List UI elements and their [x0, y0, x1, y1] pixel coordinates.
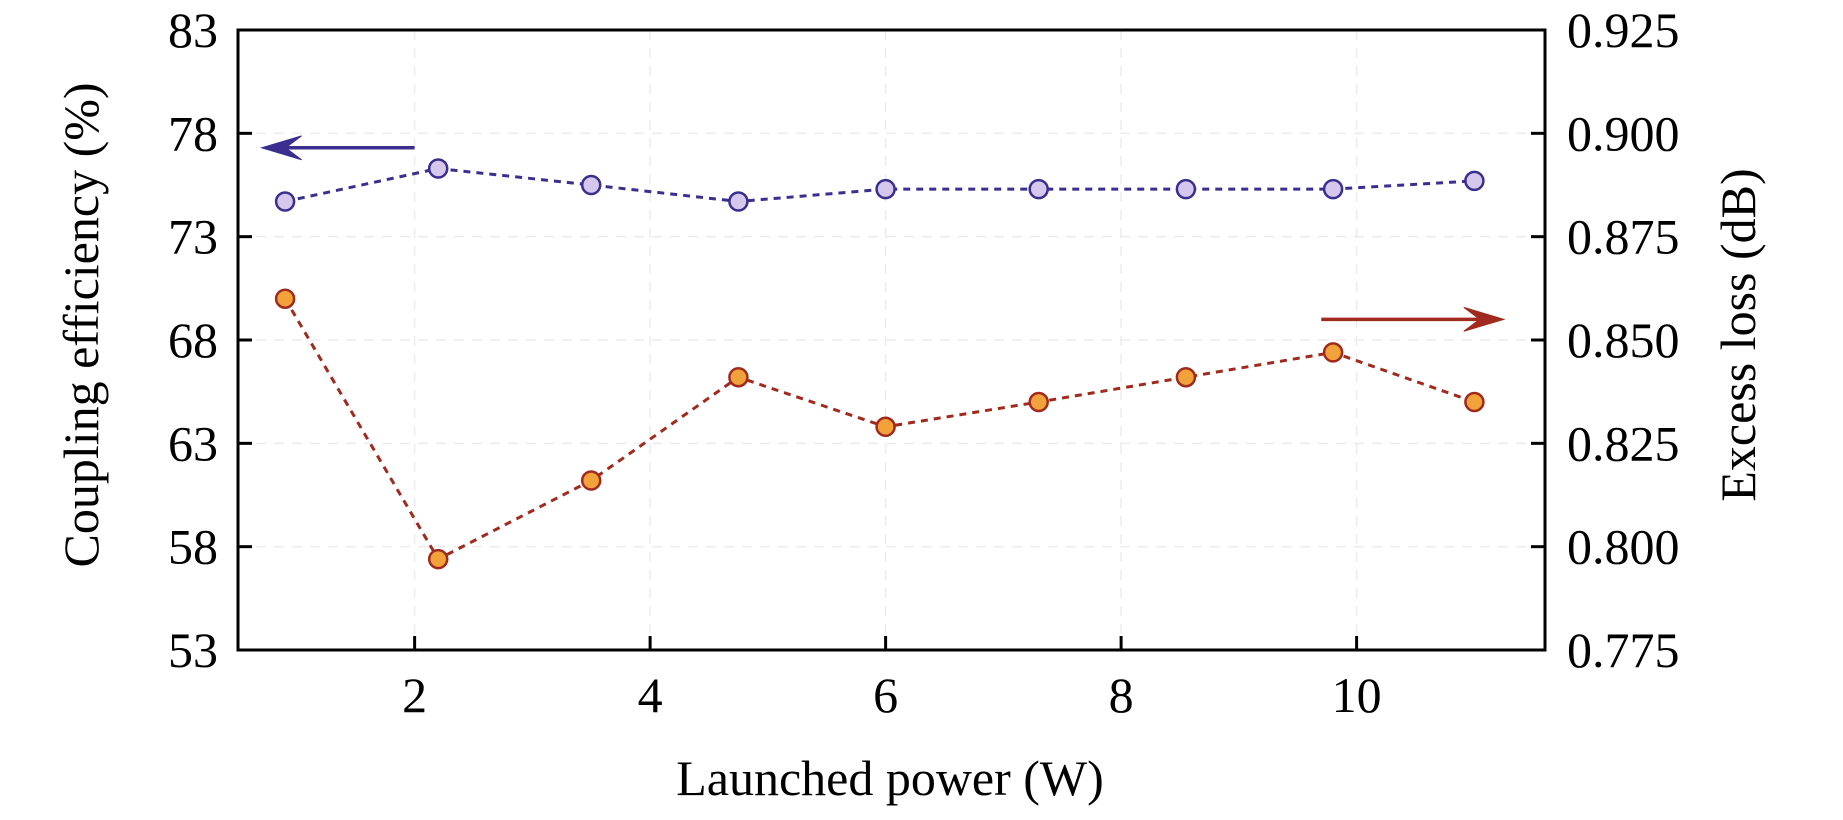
series-1-point [728, 366, 749, 388]
series-0-point [728, 191, 749, 212]
y-right-tick-label: 0.775 [1567, 622, 1680, 678]
series-0-line [284, 166, 1475, 204]
x-tick-label: 2 [402, 667, 427, 723]
series-0-point [875, 178, 896, 200]
y-left-tick-label: 63 [168, 415, 218, 471]
series [274, 158, 1485, 570]
series-0-point [1322, 178, 1344, 200]
y-axis-right-label: Excess loss (dB) [1710, 168, 1766, 501]
x-tick-label: 8 [1109, 667, 1134, 723]
series-0-point [580, 174, 602, 196]
tick-marks: 2 4 6 8 10535863687378830.7750.8000.8250.850… [168, 2, 1680, 723]
y-left-tick-label: 58 [168, 519, 218, 575]
y-left-tick-label: 53 [168, 622, 218, 678]
annotations [259, 135, 1506, 332]
series-0-point [1464, 170, 1485, 192]
y-left-tick-label: 73 [168, 209, 218, 265]
x-tick-label: 6 [873, 667, 898, 723]
series-1-point [274, 288, 296, 309]
series-1-point [1028, 391, 1049, 413]
y-right-tick-label: 0.925 [1567, 2, 1680, 58]
grid-lines [238, 30, 1545, 650]
y-right-tick-label: 0.850 [1567, 312, 1680, 368]
series-1-point [1464, 391, 1485, 413]
series-0-point [274, 191, 296, 212]
y-left-tick-label: 68 [168, 312, 218, 368]
arrow-left-head [259, 135, 302, 161]
series-0-point [1028, 178, 1049, 200]
x-tick-label: 10 [1332, 667, 1382, 723]
series-1-point [1322, 342, 1344, 363]
series-0-point [427, 158, 449, 179]
x-tick-label: 4 [638, 667, 663, 723]
series-1-point [427, 548, 449, 570]
y-right-tick-label: 0.900 [1567, 105, 1680, 161]
y-right-tick-label: 0.800 [1567, 519, 1680, 575]
y-left-tick-label: 83 [168, 2, 218, 58]
series-1-point [875, 416, 896, 438]
y-left-tick-label: 78 [168, 105, 218, 161]
y-right-tick-label: 0.825 [1567, 415, 1680, 471]
y-axis-left-label: Coupling efficiency (%) [53, 82, 109, 567]
x-axis-label: Launched power (W) [676, 750, 1104, 806]
labels: Launched power (W) Coupling efficiency (… [53, 82, 1766, 806]
series-0-point [1175, 178, 1197, 200]
y-right-tick-label: 0.875 [1567, 209, 1680, 265]
arrow-right-head [1463, 306, 1506, 332]
series-1-point [1175, 366, 1197, 388]
series-1-point [580, 470, 602, 491]
